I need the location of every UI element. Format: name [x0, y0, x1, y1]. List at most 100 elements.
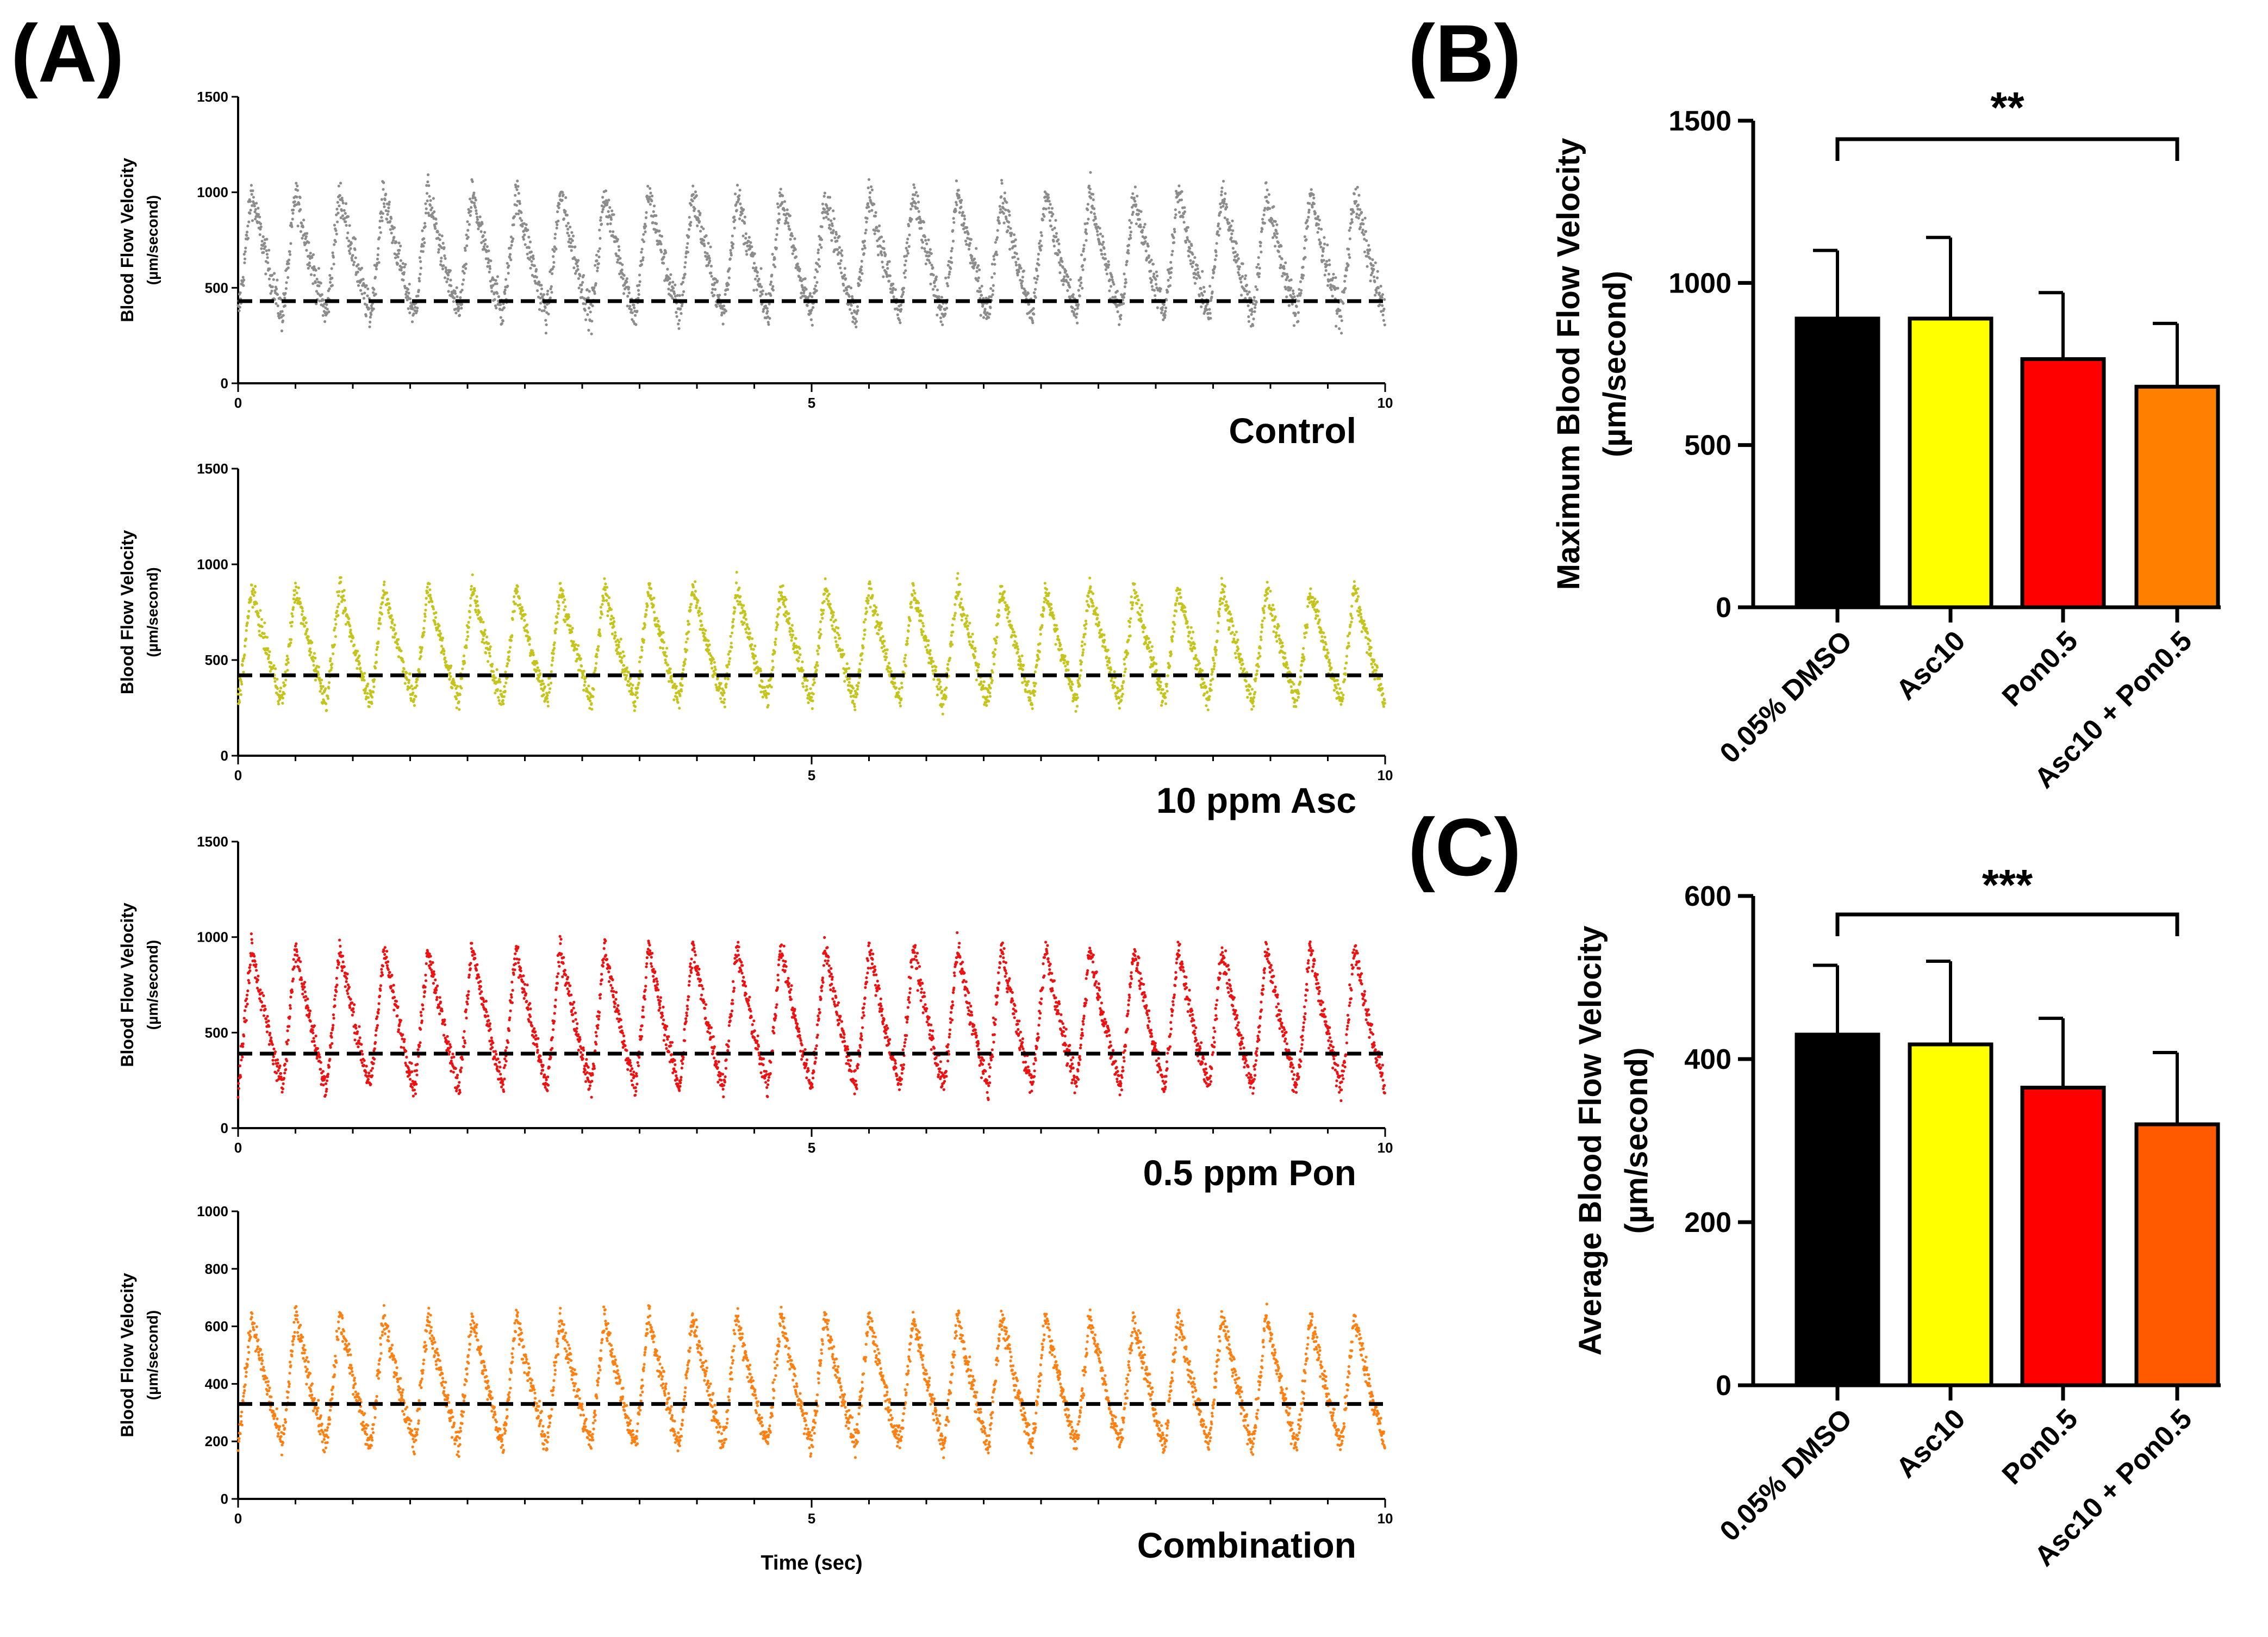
- data-point: [1378, 303, 1381, 307]
- data-point: [740, 212, 744, 215]
- data-point: [1111, 281, 1115, 284]
- data-point: [1208, 312, 1212, 315]
- data-point: [383, 205, 386, 208]
- data-point: [1356, 208, 1360, 211]
- data-point: [1348, 256, 1351, 259]
- data-point: [289, 641, 292, 644]
- data-point: [1327, 272, 1331, 276]
- data-point: [356, 667, 359, 670]
- data-point: [561, 589, 564, 592]
- data-point: [1015, 252, 1018, 256]
- data-point: [848, 295, 851, 298]
- data-point: [343, 599, 346, 602]
- data-point: [856, 305, 859, 308]
- data-point: [641, 238, 644, 241]
- data-point: [1220, 190, 1223, 194]
- data-point: [528, 637, 532, 640]
- data-point: [1161, 306, 1164, 309]
- data-point: [1334, 276, 1337, 279]
- data-point: [699, 620, 702, 623]
- data-point: [400, 269, 403, 272]
- data-point: [827, 600, 830, 603]
- data-point: [604, 582, 607, 586]
- data-point: [351, 259, 354, 262]
- data-point: [383, 198, 387, 201]
- data-point: [331, 251, 334, 254]
- data-point: [266, 256, 269, 259]
- data-point: [376, 645, 379, 649]
- data-point: [300, 613, 304, 616]
- data-point: [1304, 256, 1307, 259]
- data-point: [470, 206, 473, 209]
- data-point: [1280, 245, 1283, 248]
- scatter-points: [236, 171, 1386, 335]
- data-point: [328, 281, 332, 284]
- data-point: [605, 203, 609, 207]
- data-point: [761, 292, 764, 296]
- data-point: [821, 202, 824, 206]
- data-point: [504, 670, 507, 674]
- data-point: [1173, 230, 1176, 233]
- data-point: [446, 273, 450, 277]
- data-point: [1065, 279, 1068, 283]
- data-point: [756, 271, 759, 274]
- data-point: [1359, 226, 1362, 229]
- data-point: [342, 589, 346, 592]
- data-point: [1237, 267, 1241, 271]
- data-point: [1275, 236, 1278, 239]
- data-point: [912, 183, 915, 186]
- data-point: [285, 281, 288, 284]
- data-point: [642, 240, 645, 244]
- data-point: [583, 309, 587, 312]
- data-point: [1052, 245, 1056, 248]
- data-point: [553, 233, 557, 236]
- data-point: [568, 615, 571, 619]
- data-point: [281, 701, 284, 705]
- data-point: [391, 618, 394, 621]
- data-point: [691, 184, 695, 188]
- data-point: [552, 652, 555, 655]
- data-point: [1077, 303, 1080, 306]
- data-point: [625, 280, 628, 284]
- data-point: [458, 693, 462, 696]
- data-point: [703, 632, 706, 636]
- data-point: [749, 632, 752, 635]
- data-point: [337, 594, 340, 597]
- data-point: [390, 241, 394, 245]
- data-point: [888, 260, 891, 263]
- data-point: [950, 247, 954, 250]
- data-point: [1383, 323, 1386, 327]
- data-point: [809, 687, 812, 690]
- data-point: [1331, 276, 1335, 279]
- data-point: [344, 211, 347, 215]
- data-point: [867, 178, 871, 181]
- data-point: [404, 292, 408, 296]
- data-point: [375, 648, 378, 651]
- data-point: [475, 212, 478, 215]
- data-point: [556, 612, 559, 615]
- data-point: [711, 291, 714, 295]
- data-point: [386, 213, 389, 216]
- data-point: [1217, 222, 1220, 226]
- data-point: [999, 208, 1002, 211]
- data-point: [540, 287, 544, 290]
- data-point: [982, 316, 986, 319]
- data-point: [618, 640, 621, 644]
- data-point: [1344, 275, 1348, 278]
- data-point: [358, 654, 361, 657]
- panel-a-letter: (A): [11, 8, 124, 99]
- data-point: [490, 286, 493, 289]
- data-point: [823, 600, 826, 603]
- data-point: [729, 248, 732, 252]
- data-point: [407, 679, 411, 682]
- data-point: [454, 308, 457, 311]
- data-point: [408, 297, 412, 301]
- data-point: [1295, 305, 1298, 308]
- data-point: [906, 249, 909, 252]
- data-point: [823, 208, 826, 211]
- data-point: [801, 285, 804, 289]
- data-point: [890, 291, 894, 294]
- data-point: [721, 694, 725, 697]
- data-point: [1074, 308, 1077, 311]
- data-point: [772, 263, 775, 266]
